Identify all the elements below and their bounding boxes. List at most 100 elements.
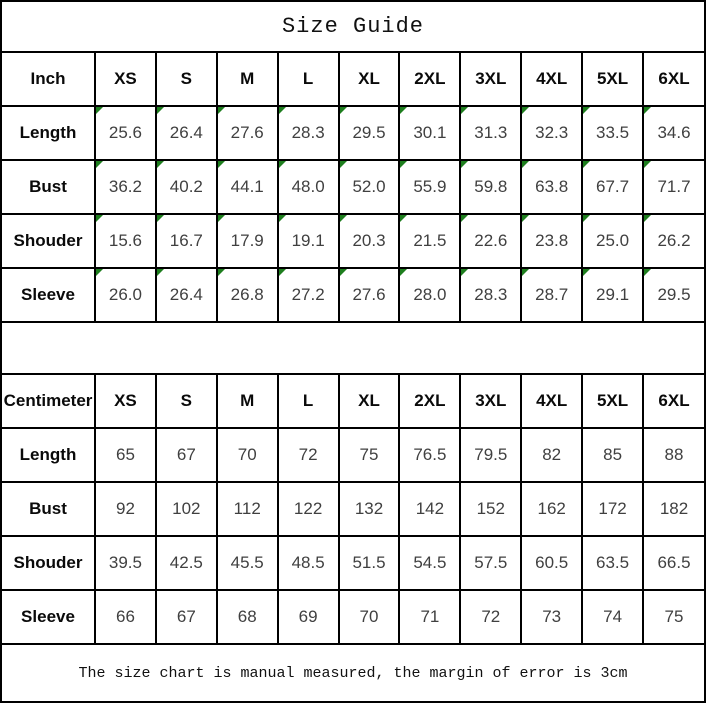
size-header-cell: XS — [94, 52, 157, 107]
size-header-cell: L — [276, 52, 340, 107]
size-header-cell: XL — [337, 374, 401, 429]
measurement-value-cell: 67.7 — [581, 159, 645, 215]
green-corner-marker-icon — [218, 162, 225, 168]
green-corner-marker-icon — [340, 216, 347, 222]
measurement-value-cell: 48.5 — [276, 535, 340, 591]
green-corner-marker-icon — [645, 270, 652, 276]
measurement-value-cell: 142 — [398, 481, 462, 537]
row-label-cell: Bust — [1, 159, 96, 215]
measurement-row: Length 65 67 70 72 75 76.5 79.5 82 85 88 — [1, 427, 705, 483]
table-gap-spacer — [2, 321, 704, 375]
measurement-value-cell: 51.5 — [337, 535, 401, 591]
green-corner-marker-icon — [340, 270, 347, 276]
row-label-cell: Shouder — [1, 213, 96, 269]
measurement-value-cell: 26.4 — [154, 105, 218, 161]
measurement-value-cell: 16.7 — [154, 213, 218, 269]
measurement-value-cell: 70 — [215, 427, 279, 483]
measurement-row: Bust 92 102 112 122 132 142 152 162 172 182 — [1, 481, 705, 537]
measurement-value-cell: 52.0 — [337, 159, 401, 215]
measurement-value-cell: 112 — [215, 481, 279, 537]
row-label-cell: Sleeve — [1, 589, 96, 644]
green-corner-marker-icon — [462, 108, 469, 114]
measurement-value-cell: 172 — [581, 481, 645, 537]
measurement-value-cell: 162 — [520, 481, 584, 537]
measurement-value-cell: 26.4 — [154, 267, 218, 322]
green-corner-marker-icon — [523, 108, 530, 114]
unit-label-cell: Inch — [1, 52, 96, 107]
green-corner-marker-icon — [96, 162, 103, 168]
measurement-value-cell: 75 — [337, 427, 401, 483]
measurement-value-cell: 42.5 — [154, 535, 218, 591]
green-corner-marker-icon — [523, 270, 530, 276]
row-label-cell: Length — [1, 105, 96, 161]
unit-label-cell: Centimeter — [1, 374, 96, 429]
green-corner-marker-icon — [279, 216, 286, 222]
measurement-value-cell: 22.6 — [459, 213, 523, 269]
green-corner-marker-icon — [584, 162, 591, 168]
green-corner-marker-icon — [279, 108, 286, 114]
measurement-value-cell: 57.5 — [459, 535, 523, 591]
row-label-cell: Length — [1, 427, 96, 483]
page-title: Size Guide — [2, 2, 704, 53]
green-corner-marker-icon — [340, 108, 347, 114]
measurement-value-cell: 79.5 — [459, 427, 523, 483]
size-header-cell: 4XL — [520, 52, 584, 107]
measurement-value-cell: 76.5 — [398, 427, 462, 483]
measurement-row: Length 25.6 26.4 27.6 28.3 29.5 30.1 31.3 32.3 33… — [1, 105, 705, 161]
measurement-value-cell: 27.6 — [337, 267, 401, 322]
measurement-value-cell: 88 — [642, 427, 705, 483]
measurement-value-cell: 25.6 — [94, 105, 157, 161]
size-header-cell: 4XL — [520, 374, 584, 429]
measurement-value-cell: 182 — [642, 481, 705, 537]
measurement-value-cell: 34.6 — [642, 105, 705, 161]
measurement-value-cell: 67 — [154, 589, 218, 644]
size-header-cell: XL — [337, 52, 401, 107]
measurement-value-cell: 20.3 — [337, 213, 401, 269]
size-header-cell: XS — [94, 374, 157, 429]
measurement-value-cell: 39.5 — [94, 535, 157, 591]
size-table-inch: Inch XS S M L XL 2XL 3XL 4XL 5XL 6XL Length 25.6 26.4… — [1, 52, 705, 322]
measurement-value-cell: 28.3 — [276, 105, 340, 161]
measurement-value-cell: 85 — [581, 427, 645, 483]
size-header-cell: S — [154, 52, 218, 107]
measurement-value-cell: 82 — [520, 427, 584, 483]
measurement-value-cell: 17.9 — [215, 213, 279, 269]
measurement-value-cell: 71 — [398, 589, 462, 644]
green-corner-marker-icon — [157, 270, 164, 276]
measurement-row: Sleeve 66 67 68 69 70 71 72 73 74 75 — [1, 589, 705, 644]
size-header-cell: 6XL — [642, 52, 705, 107]
green-corner-marker-icon — [157, 162, 164, 168]
measurement-value-cell: 54.5 — [398, 535, 462, 591]
size-header-cell: 2XL — [398, 374, 462, 429]
measurement-value-cell: 30.1 — [398, 105, 462, 161]
green-corner-marker-icon — [401, 270, 408, 276]
measurement-value-cell: 67 — [154, 427, 218, 483]
measurement-value-cell: 59.8 — [459, 159, 523, 215]
size-header-cell: 3XL — [459, 52, 523, 107]
measurement-row: Bust 36.2 40.2 44.1 48.0 52.0 55.9 59.8 63.8 67.7… — [1, 159, 705, 215]
measurement-value-cell: 73 — [520, 589, 584, 644]
measurement-value-cell: 74 — [581, 589, 645, 644]
green-corner-marker-icon — [218, 108, 225, 114]
size-header-cell: 3XL — [459, 374, 523, 429]
measurement-value-cell: 15.6 — [94, 213, 157, 269]
measurement-value-cell: 69 — [276, 589, 340, 644]
green-corner-marker-icon — [218, 216, 225, 222]
measurement-value-cell: 55.9 — [398, 159, 462, 215]
measurement-value-cell: 21.5 — [398, 213, 462, 269]
green-corner-marker-icon — [645, 108, 652, 114]
measurement-row: Shouder 39.5 42.5 45.5 48.5 51.5 54.5 57.5 60.5 6… — [1, 535, 705, 591]
measurement-value-cell: 72 — [276, 427, 340, 483]
measurement-value-cell: 29.5 — [337, 105, 401, 161]
measurement-value-cell: 26.2 — [642, 213, 705, 269]
measurement-value-cell: 27.6 — [215, 105, 279, 161]
measurement-value-cell: 75 — [642, 589, 705, 644]
size-header-row: Inch XS S M L XL 2XL 3XL 4XL 5XL 6XL — [1, 52, 705, 107]
row-label-cell: Shouder — [1, 535, 96, 591]
green-corner-marker-icon — [645, 162, 652, 168]
measurement-value-cell: 25.0 — [581, 213, 645, 269]
measurement-value-cell: 122 — [276, 481, 340, 537]
row-label-cell: Sleeve — [1, 267, 96, 322]
measurement-value-cell: 40.2 — [154, 159, 218, 215]
measurement-value-cell: 29.5 — [642, 267, 705, 322]
